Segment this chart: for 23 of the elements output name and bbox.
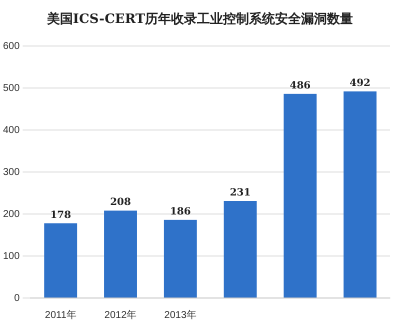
data-label: 186: [170, 206, 191, 218]
bar: [344, 91, 377, 298]
bar: [104, 210, 137, 298]
y-tick-label: 0: [14, 292, 20, 304]
y-tick-label: 400: [2, 124, 20, 136]
y-tick-label: 300: [2, 166, 20, 178]
x-tick-label: 2013年: [164, 308, 197, 321]
bar: [284, 94, 317, 298]
data-label: 492: [350, 78, 371, 89]
bar: [164, 220, 197, 298]
data-label: 231: [230, 188, 251, 199]
x-tick-label: 2011年: [44, 308, 76, 321]
y-tick-label: 100: [2, 250, 20, 262]
data-label: 178: [50, 210, 72, 221]
bar: [224, 200, 257, 298]
y-tick-label: 500: [2, 82, 20, 94]
y-tick-label: 600: [2, 40, 20, 52]
y-tick-label: 200: [2, 208, 20, 220]
data-label: 486: [290, 80, 311, 92]
x-tick-label: 2012年: [104, 308, 137, 321]
bar: [44, 223, 78, 298]
chart-title: 美国ICS-CERT历年收录工业控制系统安全漏洞数量: [46, 10, 354, 29]
data-label: 208: [110, 197, 131, 208]
